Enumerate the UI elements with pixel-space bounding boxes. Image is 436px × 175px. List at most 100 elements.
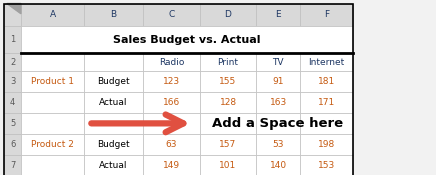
Text: 7: 7 (10, 161, 15, 170)
Bar (300, 71, 353, 92)
Bar (21, 92, 84, 113)
Text: E: E (276, 10, 281, 19)
Bar (21, 134, 84, 155)
Bar (84, 4, 143, 26)
Text: 128: 128 (219, 98, 237, 107)
Bar (300, 26, 353, 53)
Text: B: B (110, 10, 117, 19)
Bar (4, 155, 21, 175)
Bar (143, 71, 200, 92)
Bar (300, 155, 353, 175)
Text: A: A (49, 10, 56, 19)
Bar (256, 53, 300, 71)
Text: 157: 157 (219, 140, 237, 149)
Bar (4, 4, 21, 26)
Bar (21, 71, 84, 92)
Text: 181: 181 (318, 77, 335, 86)
Bar (4, 4, 353, 175)
Bar (200, 92, 256, 113)
Text: Print: Print (218, 58, 238, 67)
Text: Budget: Budget (97, 140, 130, 149)
Bar (143, 92, 200, 113)
Text: 1: 1 (10, 35, 15, 44)
Bar (143, 155, 200, 175)
Bar (143, 4, 200, 26)
Bar (256, 26, 300, 53)
Bar (200, 26, 256, 53)
Text: 91: 91 (272, 77, 284, 86)
Bar (84, 71, 143, 92)
Bar (21, 113, 84, 134)
Text: F: F (324, 10, 329, 19)
Bar (300, 134, 353, 155)
Text: 4: 4 (10, 98, 15, 107)
Text: 123: 123 (163, 77, 180, 86)
Bar (300, 53, 353, 71)
Text: 155: 155 (219, 77, 237, 86)
Bar (143, 134, 200, 155)
Text: Product 1: Product 1 (31, 77, 74, 86)
Bar (84, 155, 143, 175)
Bar (256, 113, 300, 134)
Bar (300, 4, 353, 26)
Bar (4, 26, 21, 53)
Bar (84, 113, 143, 134)
Bar (4, 71, 21, 92)
Bar (200, 155, 256, 175)
Bar (4, 53, 21, 71)
Polygon shape (7, 4, 21, 14)
Bar (4, 134, 21, 155)
Bar (84, 134, 143, 155)
Bar (84, 53, 143, 71)
Bar (256, 134, 300, 155)
Bar (4, 92, 21, 113)
Text: Radio: Radio (159, 58, 184, 67)
Bar (4, 113, 21, 134)
Text: Product 2: Product 2 (31, 140, 74, 149)
Bar (143, 113, 200, 134)
Bar (200, 134, 256, 155)
Bar (256, 71, 300, 92)
Bar (256, 92, 300, 113)
Text: 2: 2 (10, 58, 15, 67)
Text: TV: TV (272, 58, 284, 67)
Bar (200, 53, 256, 71)
Text: 6: 6 (10, 140, 15, 149)
Bar (143, 53, 200, 71)
Bar (256, 4, 300, 26)
Bar (21, 4, 84, 26)
Bar (21, 26, 353, 53)
Bar (143, 26, 200, 53)
Text: Actual: Actual (99, 161, 128, 170)
Text: 149: 149 (163, 161, 180, 170)
Bar (21, 26, 84, 53)
Text: C: C (168, 10, 174, 19)
Bar (4, 4, 353, 175)
Text: 163: 163 (269, 98, 287, 107)
Text: 166: 166 (163, 98, 180, 107)
Text: 53: 53 (272, 140, 284, 149)
Text: 3: 3 (10, 77, 15, 86)
Text: D: D (225, 10, 232, 19)
Text: 198: 198 (318, 140, 335, 149)
Text: Budget: Budget (97, 77, 130, 86)
Bar (200, 113, 256, 134)
Bar (200, 4, 256, 26)
Bar (256, 155, 300, 175)
Bar (21, 155, 84, 175)
Text: 153: 153 (318, 161, 335, 170)
Text: Sales Budget vs. Actual: Sales Budget vs. Actual (113, 35, 261, 45)
Bar (84, 92, 143, 113)
Text: Internet: Internet (308, 58, 345, 67)
Text: 140: 140 (269, 161, 287, 170)
Text: Add a Space here: Add a Space here (212, 117, 343, 130)
Bar (300, 92, 353, 113)
Bar (300, 113, 353, 134)
Bar (200, 71, 256, 92)
Bar (21, 53, 84, 71)
Text: 63: 63 (166, 140, 177, 149)
Text: 171: 171 (318, 98, 335, 107)
Text: 101: 101 (219, 161, 237, 170)
Text: 5: 5 (10, 119, 15, 128)
Bar (84, 26, 143, 53)
